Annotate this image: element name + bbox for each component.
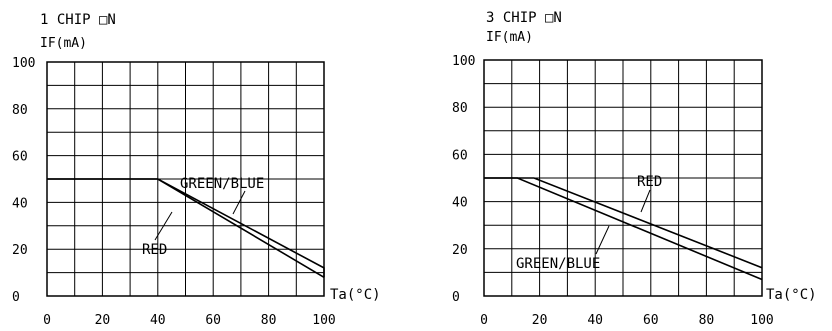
x-axis-label: Ta(°C) <box>766 287 817 303</box>
y-tick-label: 0 <box>12 290 20 305</box>
x-tick-labels: 0 20 40 60 80 100 <box>480 313 774 328</box>
y-axis-label: IF(mA) <box>40 36 87 51</box>
x-tick-label: 80 <box>699 313 715 328</box>
x-tick-label: 40 <box>587 313 603 328</box>
x-tick-label: 100 <box>312 313 335 328</box>
series-label-red: RED <box>637 174 662 190</box>
y-tick-label: 20 <box>12 243 28 258</box>
grid <box>484 60 762 296</box>
chart-3-chip-on: 3 CHIP □N IF(mA) 0 20 40 60 80 100 0 20 40 60 80 1… <box>452 10 817 328</box>
y-tick-labels: 0 20 40 60 80 100 <box>12 56 35 305</box>
series-label-green-blue: GREEN/BLUE <box>516 256 600 272</box>
grid <box>47 62 324 296</box>
y-tick-label: 100 <box>12 56 35 71</box>
y-tick-label: 60 <box>12 150 28 165</box>
chart-1-chip-on: 1 CHIP □N IF(mA) 0 20 40 60 80 100 0 20 40 60 80 1… <box>12 12 381 328</box>
y-tick-label: 80 <box>452 101 468 116</box>
y-tick-label: 0 <box>452 290 460 305</box>
x-tick-label: 100 <box>750 313 773 328</box>
series-green-blue-line <box>484 177 763 281</box>
x-tick-label: 60 <box>643 313 659 328</box>
leader-line-green-blue <box>595 225 610 255</box>
x-tick-label: 20 <box>95 313 111 328</box>
y-tick-label: 40 <box>12 196 28 211</box>
x-tick-label: 0 <box>43 313 51 328</box>
x-tick-label: 40 <box>150 313 166 328</box>
leader-line-green-blue <box>232 190 246 215</box>
x-tick-label: 80 <box>261 313 277 328</box>
y-axis-label: IF(mA) <box>486 30 533 45</box>
series-red-line <box>47 178 325 278</box>
chart-title: 1 CHIP □N <box>40 12 116 28</box>
x-tick-labels: 0 20 40 60 80 100 <box>43 313 336 328</box>
y-tick-label: 80 <box>12 103 28 118</box>
x-axis-label: Ta(°C) <box>330 287 381 303</box>
x-tick-label: 0 <box>480 313 488 328</box>
series-label-green-blue: GREEN/BLUE <box>180 176 264 192</box>
leader-line-red <box>640 189 651 213</box>
leader-line-red <box>154 211 173 241</box>
y-tick-label: 60 <box>452 148 468 163</box>
y-tick-label: 100 <box>452 54 475 69</box>
series-label-red: RED <box>142 242 167 258</box>
y-tick-label: 20 <box>452 243 468 258</box>
chart-title: 3 CHIP □N <box>486 10 562 26</box>
y-tick-label: 40 <box>452 196 468 211</box>
x-tick-label: 20 <box>532 313 548 328</box>
y-tick-labels: 0 20 40 60 80 100 <box>452 54 475 305</box>
x-tick-label: 60 <box>205 313 221 328</box>
